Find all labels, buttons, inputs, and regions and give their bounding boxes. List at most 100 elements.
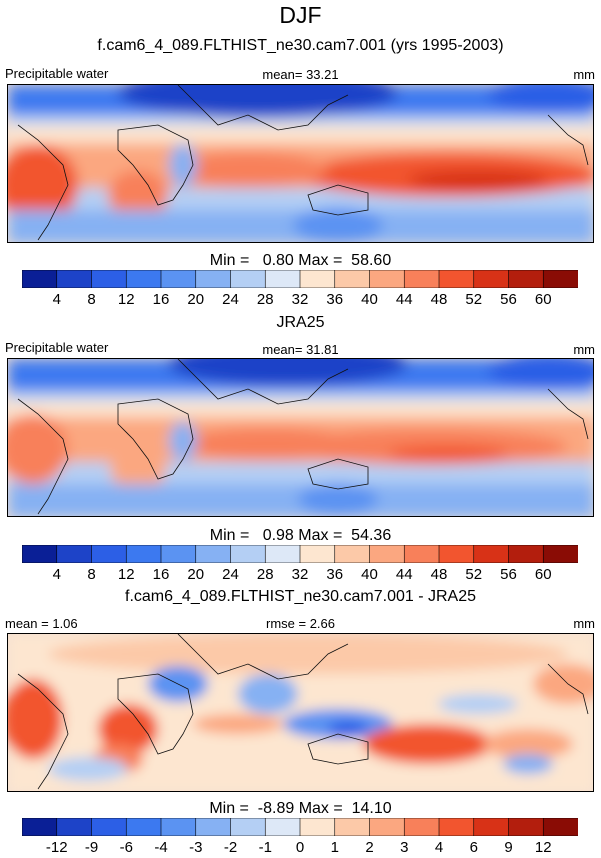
- colorbar-swatch: [438, 269, 475, 289]
- colorbar-swatch: [56, 544, 93, 564]
- panel3-rmse-label: rmse = 2.66: [265, 616, 335, 631]
- colorbar-tick-label: 4: [434, 839, 444, 856]
- colorbar-tick-label: -3: [189, 839, 203, 856]
- panel2-minmax: Min = 0.98 Max = 54.36: [209, 527, 392, 544]
- colorbar-tick-label: 28: [256, 291, 274, 308]
- panel2-coast-eurasia: [177, 359, 349, 405]
- panel3-map: [7, 633, 594, 792]
- colorbar-swatch: [369, 817, 406, 837]
- colorbar-swatch: [369, 269, 406, 289]
- colorbar-tick-label: -1: [258, 839, 272, 856]
- colorbar-svg: [21, 544, 579, 564]
- colorbar-tick-label: -2: [223, 839, 238, 856]
- colorbar-swatch: [264, 817, 301, 837]
- colorbar-swatch: [508, 817, 545, 837]
- colorbar-swatch: [508, 269, 545, 289]
- panel3-colorbar-ticks: -12 -9 -6 -4 -3 -2 -1 0 1 2 3 4 6 9 12: [22, 838, 578, 858]
- colorbar-tick-label: 16: [152, 291, 170, 308]
- colorbar-tick-label: 36: [326, 566, 344, 583]
- panel2-field: [8, 359, 593, 516]
- colorbar-tick-label: 12: [117, 566, 135, 583]
- colorbar-tick-label: 4: [52, 291, 61, 308]
- panel2-coast-americas: [17, 398, 69, 515]
- colorbar-swatch: [334, 817, 371, 837]
- colorbar-tick-label: 60: [534, 291, 552, 308]
- panel1-coast-australia: [307, 184, 369, 216]
- panel3-field: [8, 634, 593, 791]
- colorbar-swatch: [91, 269, 128, 289]
- colorbar-tick-label: 56: [500, 291, 517, 308]
- panel3-units-label: mm: [573, 616, 595, 631]
- panel2-colorbar-ticks: 4 8 12 16 20 24 28 32 36 40 44 48 52 56 60: [22, 565, 578, 585]
- colorbar-swatch: [473, 544, 510, 564]
- colorbar-tick-label: 20: [187, 291, 205, 308]
- colorbar-swatch: [542, 544, 579, 564]
- panel1-mean-label: mean= 33.21: [262, 67, 339, 82]
- panel1-field: [8, 85, 593, 242]
- colorbar-svg: [21, 269, 579, 289]
- panel2-mean-label: mean= 31.81: [262, 342, 339, 357]
- colorbar-swatch: [369, 544, 406, 564]
- colorbar-swatch: [508, 544, 545, 564]
- colorbar-swatch: [125, 544, 162, 564]
- panel1-coast-eurasia: [177, 85, 349, 131]
- colorbar-swatch: [160, 817, 197, 837]
- panel2-title: JRA25: [276, 314, 325, 331]
- colorbar-tick-label: -12: [45, 839, 68, 856]
- colorbar-tick-label: 44: [395, 291, 413, 308]
- colorbar-swatch: [56, 269, 93, 289]
- colorbar-swatch: [160, 544, 197, 564]
- colorbar-swatch: [403, 269, 440, 289]
- colorbar-tick-label: -9: [84, 839, 99, 856]
- panel3-title: f.cam6_4_089.FLTHIST_ne30.cam7.001 - JRA…: [125, 588, 476, 605]
- colorbar-swatch: [125, 269, 162, 289]
- panel3-coast-americas-east: [547, 663, 589, 715]
- colorbar-swatch: [542, 817, 579, 837]
- colorbar-swatch: [403, 817, 440, 837]
- colorbar-tick-label: 48: [430, 291, 448, 308]
- panel1-minmax: Min = 0.80 Max = 58.60: [209, 252, 392, 269]
- colorbar-tick-label: 4: [52, 566, 61, 583]
- panel1-coast-americas: [17, 124, 69, 241]
- panel1-map: [7, 84, 594, 243]
- colorbar-tick-label: 12: [534, 839, 552, 856]
- colorbar-tick-label: 8: [87, 291, 96, 308]
- colorbar-tick-label: 1: [330, 839, 339, 856]
- panel2-coast-australia: [307, 458, 369, 490]
- panel2-coast-africa: [117, 398, 194, 480]
- colorbar-tick-label: 3: [400, 839, 409, 856]
- colorbar-tick-label: -6: [119, 839, 133, 856]
- colorbar-tick-label: 60: [534, 566, 552, 583]
- panel2-colorbar: [21, 544, 579, 564]
- colorbar-tick-label: -4: [154, 839, 168, 856]
- colorbar-swatch: [230, 544, 267, 564]
- colorbar-swatch: [91, 544, 128, 564]
- colorbar-swatch: [438, 817, 475, 837]
- colorbar-swatch: [21, 544, 58, 564]
- colorbar-swatch: [21, 269, 58, 289]
- colorbar-tick-label: 0: [295, 839, 305, 856]
- colorbar-swatch: [91, 817, 128, 837]
- colorbar-swatch: [230, 817, 267, 837]
- colorbar-swatch: [473, 269, 510, 289]
- colorbar-tick-label: 36: [326, 291, 344, 308]
- colorbar-swatch: [299, 269, 336, 289]
- colorbar-swatch: [21, 817, 58, 837]
- colorbar-swatch: [160, 269, 197, 289]
- colorbar-swatch: [264, 544, 301, 564]
- colorbar-swatch: [125, 817, 162, 837]
- colorbar-tick-label: 9: [504, 839, 513, 856]
- colorbar-swatch: [299, 544, 336, 564]
- panel1-coast-americas-east: [547, 114, 589, 166]
- colorbar-swatch: [542, 269, 579, 289]
- colorbar-tick-label: 44: [395, 566, 413, 583]
- colorbar-tick-label: 32: [291, 566, 309, 583]
- colorbar-swatch: [230, 269, 267, 289]
- panel3-coast-australia: [307, 733, 369, 765]
- colorbar-tick-label: 48: [430, 566, 448, 583]
- panel3-mean-label: mean = 1.06: [5, 616, 78, 631]
- colorbar-swatch: [334, 269, 371, 289]
- panel1-coast-africa: [117, 124, 194, 206]
- colorbar-swatch: [299, 817, 336, 837]
- colorbar-tick-label: 56: [500, 566, 517, 583]
